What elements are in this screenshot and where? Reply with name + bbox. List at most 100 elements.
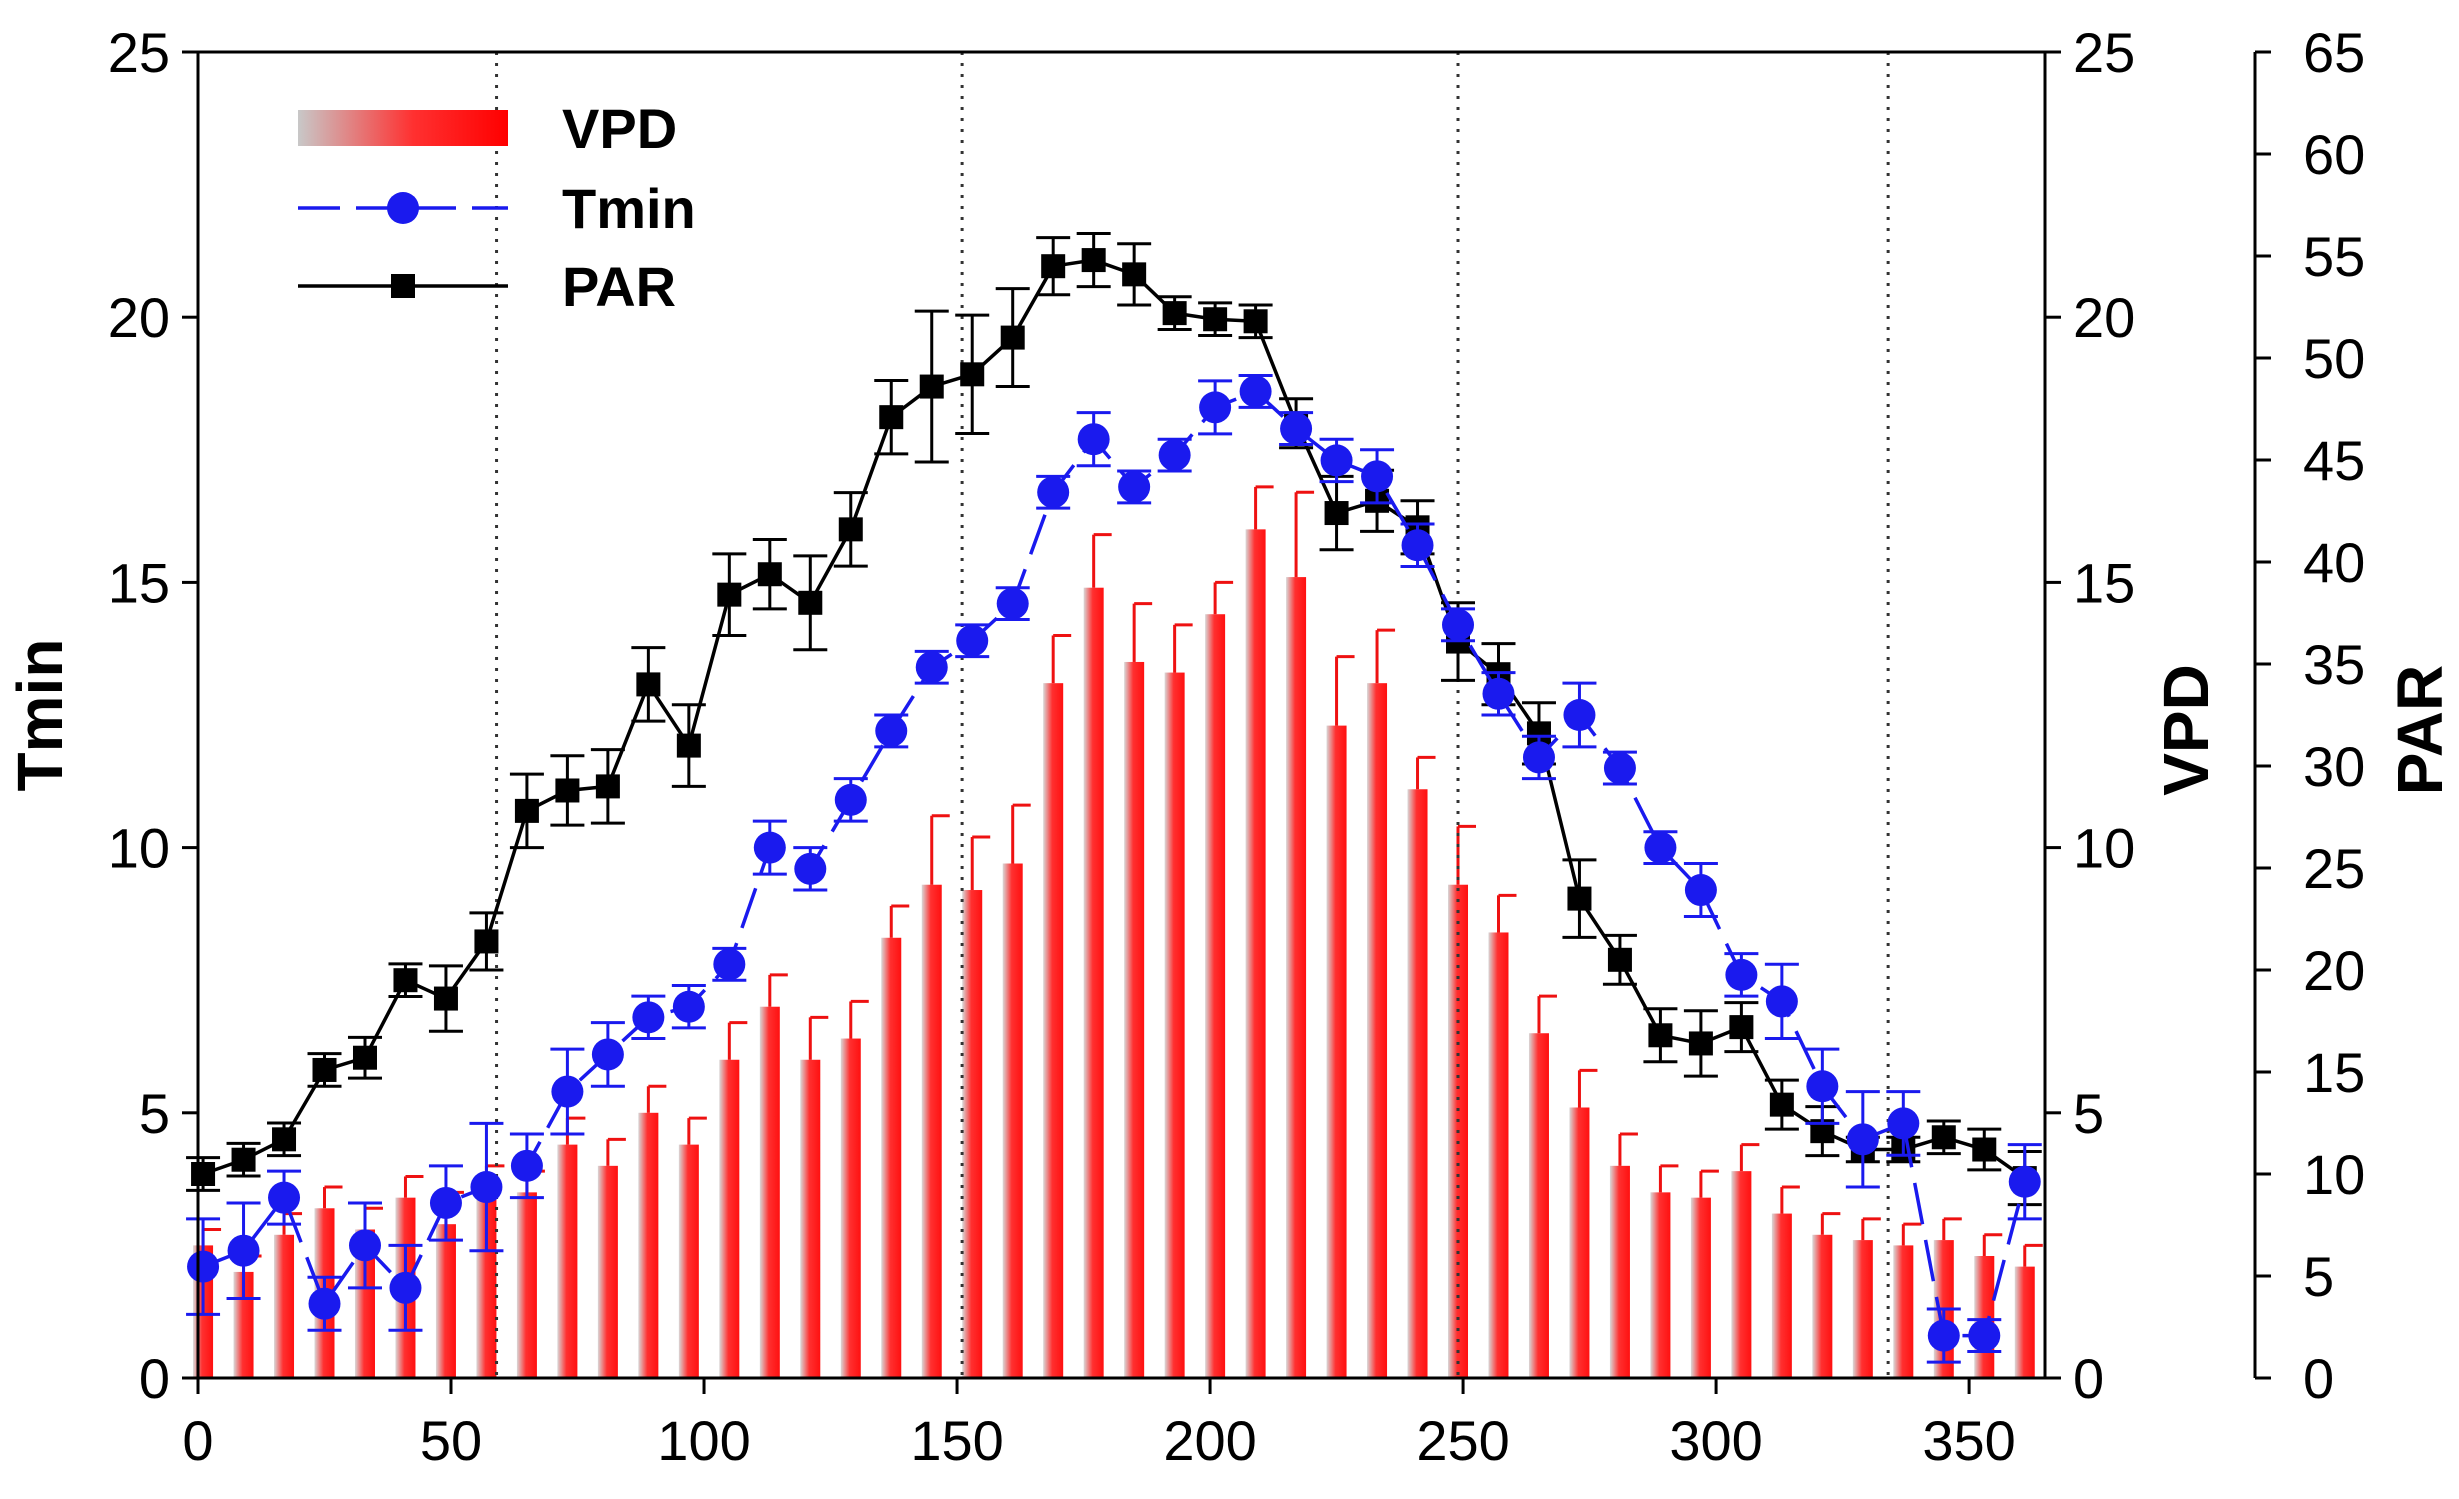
par-point <box>1769 1092 1794 1117</box>
par-point <box>1324 501 1349 526</box>
tmin-point <box>956 624 989 657</box>
vpd-bar <box>1164 672 1185 1378</box>
vpd-bar <box>1488 932 1509 1378</box>
par-point <box>757 562 782 587</box>
vpd-bar <box>1974 1256 1995 1378</box>
x-tick-label: 200 <box>1163 1409 1256 1472</box>
vpd-bars <box>193 485 2043 1378</box>
tmin-point <box>551 1075 584 1108</box>
par-tick-label: 65 <box>2303 21 2365 84</box>
par-point <box>838 517 863 542</box>
tmin-point <box>1927 1319 1960 1352</box>
vpd-bar <box>1002 863 1023 1378</box>
par-point <box>352 1045 377 1070</box>
vpd-bar <box>1205 614 1226 1378</box>
legend: VPD Tmin PAR <box>298 97 696 318</box>
tmin-point <box>1280 412 1313 445</box>
par-point <box>1041 254 1066 279</box>
par-point <box>595 774 620 799</box>
vpd-bar <box>2014 1266 2035 1378</box>
par-point <box>960 362 985 387</box>
vpd-bar <box>759 1006 780 1378</box>
vpd-bar <box>435 1224 456 1378</box>
tmin-point <box>1482 677 1515 710</box>
tmin-point <box>915 651 948 684</box>
vpd-bar <box>1407 789 1428 1378</box>
par-point <box>1567 886 1592 911</box>
par-tick-label: 25 <box>2303 837 2365 900</box>
par-tick-label: 55 <box>2303 225 2365 288</box>
tmin-point <box>187 1250 220 1283</box>
tmin-tick-label: 5 <box>139 1082 170 1145</box>
vpd-bar <box>1528 1033 1549 1378</box>
tmin-point <box>1361 460 1394 493</box>
legend-vpd-swatch <box>298 110 508 146</box>
par-tick-label: 45 <box>2303 429 2365 492</box>
par-tick-label: 35 <box>2303 633 2365 696</box>
tmin-axis-title: Tmin <box>4 639 76 792</box>
par-point <box>1972 1137 1997 1162</box>
legend-label-vpd: VPD <box>562 97 677 160</box>
vpd-bar <box>1731 1171 1752 1378</box>
tmin-point <box>429 1186 462 1219</box>
vpd-bar <box>516 1192 537 1378</box>
legend-label-par: PAR <box>562 255 676 318</box>
axes: 0 50 100 150 200 250 300 3500510152025051015202… <box>4 21 2456 1472</box>
par-tick-label: 10 <box>2303 1143 2365 1206</box>
tmin-point <box>1684 874 1717 907</box>
par-line <box>202 258 2026 1180</box>
vpd-bar <box>1771 1213 1792 1378</box>
vpd-bar <box>1690 1197 1711 1378</box>
tmin-point <box>389 1271 422 1304</box>
tmin-point <box>1563 699 1596 731</box>
tmin-point <box>1846 1123 1879 1156</box>
par-point <box>393 968 418 993</box>
par-point <box>1081 248 1106 273</box>
par-point <box>919 374 944 399</box>
legend-tmin-marker <box>387 192 419 224</box>
tmin-point <box>632 1001 665 1034</box>
tmin-point <box>2008 1165 2041 1198</box>
par-tick-label: 15 <box>2303 1041 2365 1104</box>
tmin-tick-label: 0 <box>139 1347 170 1410</box>
par-point <box>1203 307 1228 332</box>
tmin-point <box>1765 985 1798 1018</box>
legend-label-tmin: Tmin <box>562 177 696 240</box>
par-point <box>1648 1023 1673 1048</box>
x-tick-label: 350 <box>1922 1409 2015 1472</box>
vpd-bar <box>638 1112 659 1378</box>
vpd-bar <box>1852 1240 1873 1378</box>
tmin-point <box>1887 1107 1920 1140</box>
tmin-point <box>1644 831 1677 864</box>
x-tick-label: 250 <box>1416 1409 1509 1472</box>
tmin-point <box>875 714 908 747</box>
tmin-point <box>834 783 867 816</box>
tmin-point <box>1442 608 1475 641</box>
tmin-point <box>1239 375 1272 408</box>
tmin-point <box>510 1149 543 1182</box>
vpd-bar <box>1812 1234 1833 1378</box>
tmin-point <box>268 1181 301 1214</box>
vpd-bar <box>1083 587 1104 1378</box>
vpd-bar <box>1650 1192 1671 1378</box>
vpd-bar <box>921 884 942 1378</box>
tmin-point <box>1320 444 1353 477</box>
vpd-bar <box>1609 1165 1630 1378</box>
vpd-bar <box>962 890 983 1378</box>
tmin-tick-label: 10 <box>108 817 170 880</box>
par-point <box>717 582 742 607</box>
x-tick-label: 50 <box>420 1409 482 1472</box>
tmin-point <box>1522 741 1555 774</box>
par-point <box>879 405 904 430</box>
par-point <box>1162 301 1187 326</box>
vpd-tick-label: 15 <box>2073 551 2135 614</box>
tmin-tick-label: 20 <box>108 286 170 349</box>
vpd-bar <box>881 937 902 1378</box>
vpd-bar <box>1326 725 1347 1378</box>
tmin-tick-label: 25 <box>108 21 170 84</box>
vpd-bar <box>1286 577 1307 1378</box>
par-point <box>636 672 661 697</box>
tmin-point <box>1968 1319 2001 1352</box>
par-point <box>312 1057 337 1082</box>
tmin-point <box>591 1038 624 1071</box>
